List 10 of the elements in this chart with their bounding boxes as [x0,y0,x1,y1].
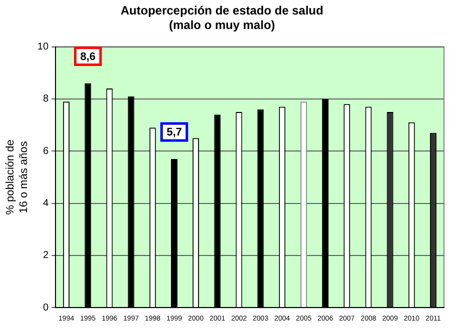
y-tick-label: 4 [42,198,49,210]
annotation: 8,6 [80,50,96,63]
chart-title: Autopercepción de estado de salud (malo o muy malo) [120,4,324,32]
y-axis-title: % población de 16 o más años [4,140,30,215]
y-tick-label: 2 [42,250,49,262]
y-tick-label: 10 [37,42,49,53]
annotation: 5,7 [166,126,182,138]
y-tick-label: 0 [42,302,49,314]
y-tick-label: 8 [42,94,49,105]
y-tick-label: 6 [42,146,49,157]
